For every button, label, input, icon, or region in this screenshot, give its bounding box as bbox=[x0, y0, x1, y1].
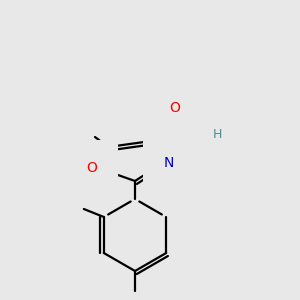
Text: H: H bbox=[212, 128, 222, 140]
Text: O: O bbox=[87, 161, 98, 175]
Text: O: O bbox=[169, 101, 180, 115]
Text: O: O bbox=[201, 130, 212, 144]
Text: N: N bbox=[164, 156, 174, 170]
